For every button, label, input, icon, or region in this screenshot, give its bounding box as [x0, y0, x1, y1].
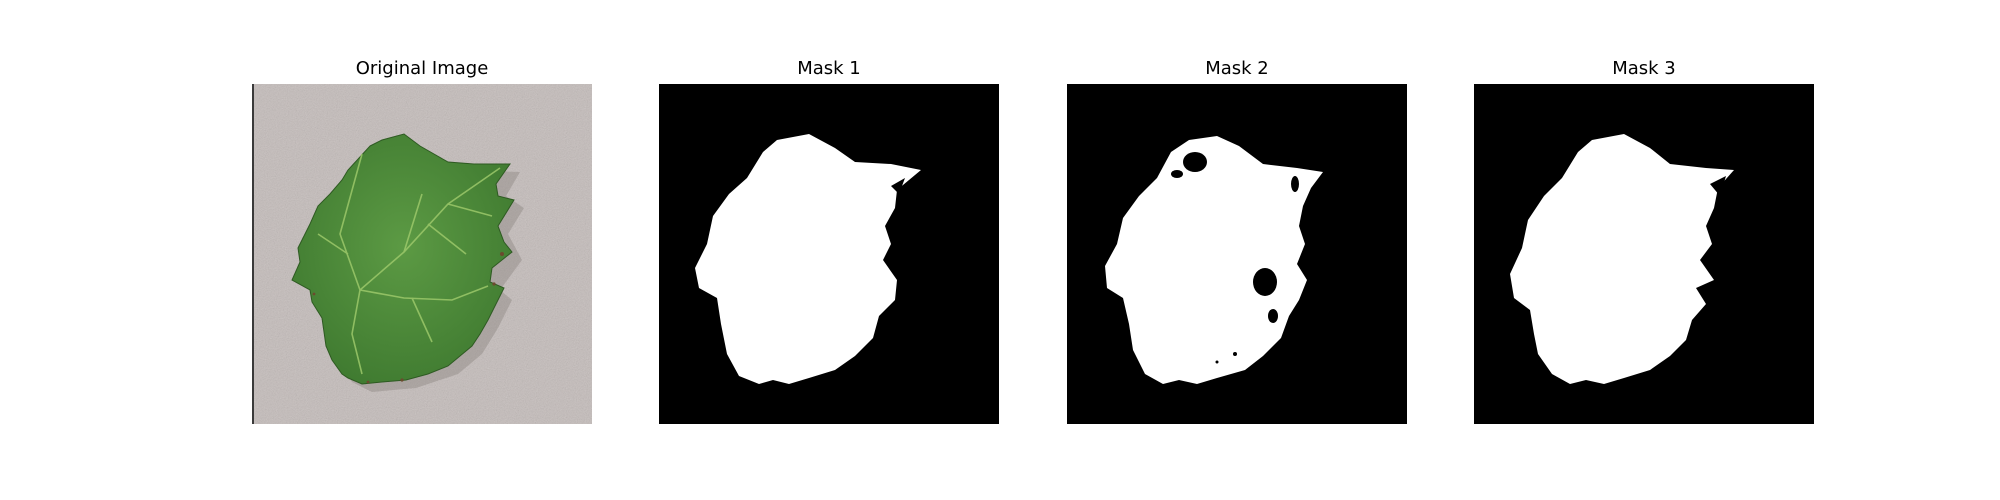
mask-3-image	[1474, 84, 1814, 424]
photo-left-edge	[252, 84, 254, 424]
mask-hole	[891, 178, 905, 194]
leaf-edge-spots	[312, 252, 504, 384]
mask-2-drawing	[1067, 84, 1407, 424]
mask-hole	[1710, 176, 1726, 196]
mask-2-image	[1067, 84, 1407, 424]
panel-title: Mask 1	[797, 58, 861, 79]
mask-1-drawing	[659, 84, 999, 424]
mask-foreground	[1105, 136, 1323, 384]
leaf-veins	[317, 153, 501, 375]
leaf-photo-drawing	[252, 84, 592, 424]
mask-holes	[1171, 152, 1299, 364]
panel-title: Mask 3	[1612, 58, 1676, 79]
mask-3-drawing	[1474, 84, 1814, 424]
panel-title: Original Image	[355, 58, 489, 79]
mask-foreground	[1510, 134, 1734, 384]
panel-title: Mask 2	[1205, 58, 1269, 79]
mask-foreground	[695, 134, 921, 384]
mask-1-image	[659, 84, 999, 424]
original-leaf-photo	[252, 84, 592, 424]
